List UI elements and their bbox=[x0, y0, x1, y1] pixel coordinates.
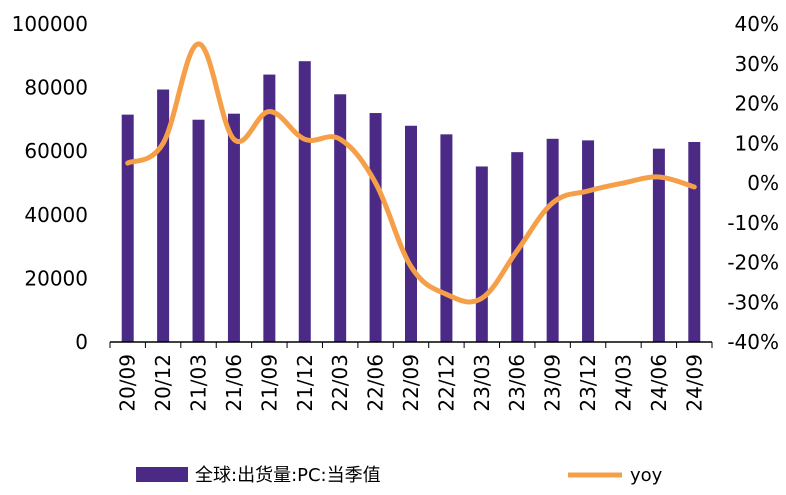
y-right-tick-label: -10% bbox=[727, 211, 779, 235]
y-axis-left-ticks: 0 20000 40000 60000 80000 100000 bbox=[12, 12, 88, 354]
bar bbox=[369, 113, 382, 342]
bar bbox=[121, 114, 134, 342]
bar-series bbox=[121, 61, 701, 343]
y-right-tick-label: 30% bbox=[735, 52, 779, 76]
y-left-tick-label: 60000 bbox=[24, 139, 88, 163]
y-axis-right-ticks: -40% -30% -20% -10% 0% 10% 20% 30% 40% bbox=[727, 12, 779, 354]
y-right-tick-label: -20% bbox=[727, 251, 779, 275]
x-axis-ticks: 20/09 20/12 21/03 21/06 21/09 21/12 22/03 22/06… bbox=[109, 342, 713, 412]
bar bbox=[475, 166, 488, 342]
x-tick-label: 24/03 bbox=[611, 354, 635, 412]
y-right-tick-label: -40% bbox=[727, 330, 779, 354]
x-tick-label: 20/12 bbox=[151, 354, 175, 412]
y-right-tick-label: 40% bbox=[735, 12, 779, 36]
x-tick-label: 23/03 bbox=[470, 354, 494, 412]
legend: 全球:出货量:PC:当季值 yoy bbox=[136, 465, 663, 486]
y-right-tick-label: 0% bbox=[747, 171, 779, 195]
y-right-tick-label: 20% bbox=[735, 92, 779, 116]
x-tick-label: 22/12 bbox=[434, 354, 458, 412]
bar bbox=[334, 94, 347, 342]
bar bbox=[157, 89, 170, 343]
legend-bar-label: 全球:出货量:PC:当季值 bbox=[195, 465, 381, 486]
bar bbox=[652, 148, 665, 342]
x-tick-label: 22/03 bbox=[328, 354, 352, 412]
legend-bar-swatch bbox=[136, 467, 188, 482]
x-tick-label: 22/06 bbox=[364, 354, 388, 412]
y-left-tick-label: 0 bbox=[75, 330, 88, 354]
bar bbox=[440, 134, 453, 342]
x-tick-label: 24/09 bbox=[682, 354, 706, 412]
yoy-line bbox=[125, 41, 697, 305]
x-tick-label: 21/03 bbox=[187, 354, 211, 412]
y-right-tick-label: -30% bbox=[727, 290, 779, 314]
bar bbox=[688, 141, 701, 342]
y-left-tick-label: 20000 bbox=[24, 266, 88, 290]
x-tick-label: 23/12 bbox=[576, 354, 600, 412]
bar bbox=[405, 125, 417, 342]
x-tick-label: 23/09 bbox=[541, 354, 565, 412]
x-tick-label: 23/06 bbox=[505, 354, 529, 412]
bar bbox=[298, 61, 311, 343]
y-left-tick-label: 80000 bbox=[24, 76, 88, 100]
bar bbox=[263, 74, 276, 342]
y-right-tick-label: 10% bbox=[735, 131, 779, 155]
x-tick-label: 21/12 bbox=[293, 354, 317, 412]
x-tick-label: 21/06 bbox=[222, 354, 246, 412]
legend-line-label: yoy bbox=[630, 465, 663, 486]
x-tick-label: 20/09 bbox=[116, 354, 140, 412]
y-left-tick-label: 40000 bbox=[24, 203, 88, 227]
x-tick-label: 22/09 bbox=[399, 354, 423, 412]
bar bbox=[192, 119, 205, 342]
x-tick-label: 21/09 bbox=[257, 354, 281, 412]
bar bbox=[227, 113, 240, 343]
y-left-tick-label: 100000 bbox=[12, 12, 88, 36]
bar bbox=[546, 138, 559, 342]
x-tick-label: 24/06 bbox=[647, 354, 671, 412]
bar bbox=[582, 140, 595, 342]
